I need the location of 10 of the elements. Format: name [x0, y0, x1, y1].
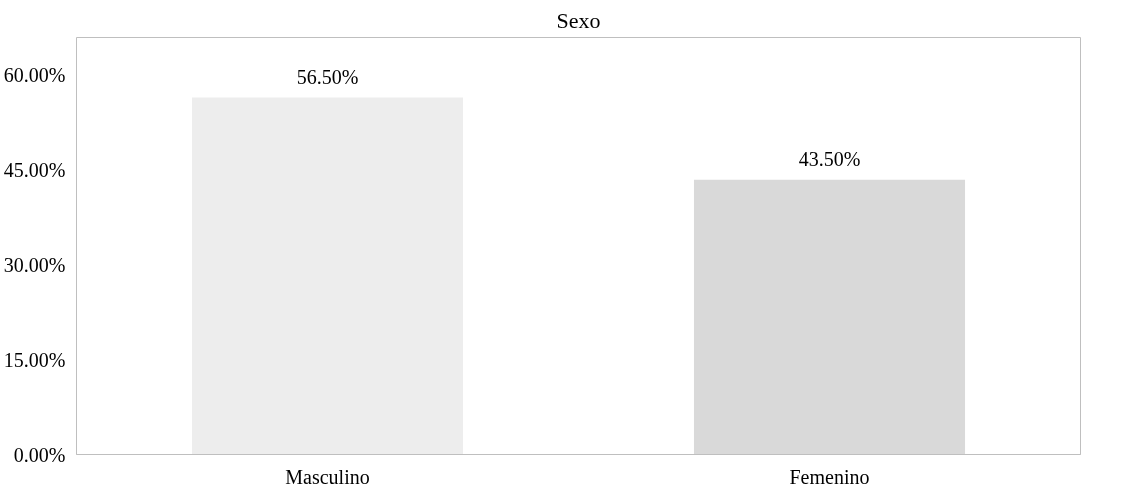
data-label: 43.50% — [798, 147, 861, 170]
data-label: 56.50% — [296, 65, 359, 88]
y-tick-label: 45.00% — [3, 159, 66, 182]
x-tick-label: Femenino — [789, 465, 870, 488]
y-tick-label: 0.00% — [13, 443, 66, 466]
y-tick-label: 60.00% — [3, 64, 66, 87]
y-tick-label: 30.00% — [3, 253, 66, 276]
x-tick-label: Masculino — [285, 465, 370, 488]
chart-title: Sexo — [556, 7, 601, 33]
y-tick-label: 15.00% — [3, 348, 66, 371]
